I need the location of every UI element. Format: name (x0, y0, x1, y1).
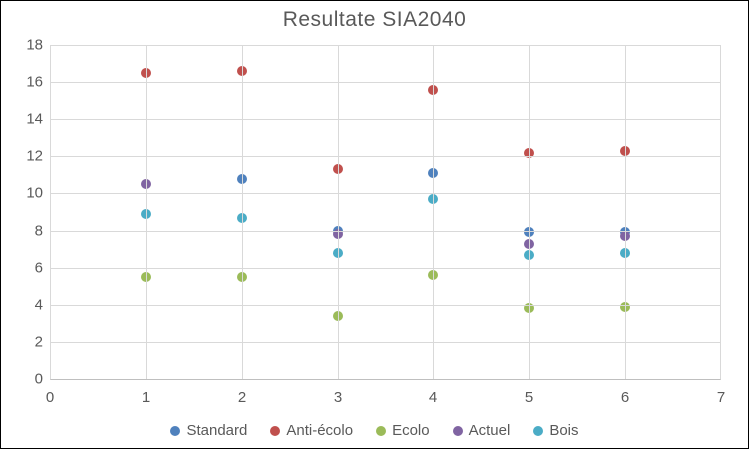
v-gridline-6 (625, 45, 626, 379)
x-axis-label-7: 7 (716, 389, 726, 406)
legend-label-actuel: Actuel (468, 422, 511, 439)
legend-label-anti-colo: Anti-écolo (286, 422, 354, 439)
legend-label-ecolo: Ecolo (392, 422, 430, 439)
chart-legend: Standard Anti-écolo Ecolo Actuel Bois (1, 422, 748, 439)
h-gridline-16 (50, 82, 721, 83)
x-axis-label-3: 3 (333, 389, 343, 406)
point-anti-colo-x1 (140, 67, 151, 78)
point-actuel-x1 (140, 179, 151, 190)
point-anti-colo-x3 (332, 164, 343, 175)
v-gridline-2 (242, 45, 243, 379)
y-axis-label-10: 10 (26, 184, 43, 202)
point-ecolo-x2 (236, 271, 247, 282)
chart-title: Resultate SIA2040 (282, 8, 467, 31)
plot-frame (50, 45, 721, 380)
v-gridline-3 (338, 45, 339, 379)
point-ecolo-x1 (140, 271, 151, 282)
h-gridline-10 (50, 193, 721, 194)
y-axis-label-18: 18 (26, 36, 43, 54)
legend-item-standard: Standard (170, 422, 247, 439)
y-axis-label-2: 2 (34, 333, 43, 351)
legend-item-actuel: Actuel (452, 422, 511, 439)
y-axis-label-0: 0 (34, 370, 43, 388)
y-axis-label-14: 14 (26, 110, 43, 128)
legend-label-bois: Bois (549, 422, 579, 439)
legend-marker-ecolo-icon (376, 425, 387, 436)
x-axis-label-0: 0 (45, 389, 55, 406)
point-bois-x3 (332, 247, 343, 258)
h-gridline-6 (50, 268, 721, 269)
x-axis-label-5: 5 (524, 389, 534, 406)
point-actuel-x3 (332, 229, 343, 240)
h-gridline-4 (50, 305, 721, 306)
legend-item-anti-colo: Anti-écolo (270, 422, 353, 439)
point-bois-x1 (140, 208, 151, 219)
v-gridline-4 (433, 45, 434, 379)
legend-item-ecolo: Ecolo (376, 422, 430, 439)
x-axis-label-4: 4 (428, 389, 438, 406)
point-bois-x2 (236, 212, 247, 223)
legend-item-bois: Bois (533, 422, 579, 439)
v-gridline-5 (529, 45, 530, 379)
h-gridline-8 (50, 231, 721, 232)
v-gridline-1 (146, 45, 147, 379)
h-gridline-2 (50, 342, 721, 343)
point-ecolo-x3 (332, 310, 343, 321)
y-axis-label-4: 4 (34, 296, 43, 314)
legend-label-standard: Standard (186, 422, 248, 439)
y-axis-label-8: 8 (34, 222, 43, 240)
x-axis-label-2: 2 (237, 389, 247, 406)
legend-marker-actuel-icon (452, 425, 463, 436)
legend-marker-bois-icon (533, 425, 544, 436)
h-gridline-14 (50, 119, 721, 120)
legend-marker-anti-colo-icon (270, 425, 281, 436)
h-gridline-12 (50, 156, 721, 157)
y-axis-label-6: 6 (34, 259, 43, 277)
legend-marker-standard-icon (170, 425, 181, 436)
y-axis-label-16: 16 (26, 73, 43, 91)
y-axis-label-12: 12 (26, 147, 43, 165)
x-axis-label-1: 1 (141, 389, 151, 406)
x-axis-label-6: 6 (620, 389, 630, 406)
point-standard-x2 (236, 173, 247, 184)
point-anti-colo-x2 (236, 65, 247, 76)
